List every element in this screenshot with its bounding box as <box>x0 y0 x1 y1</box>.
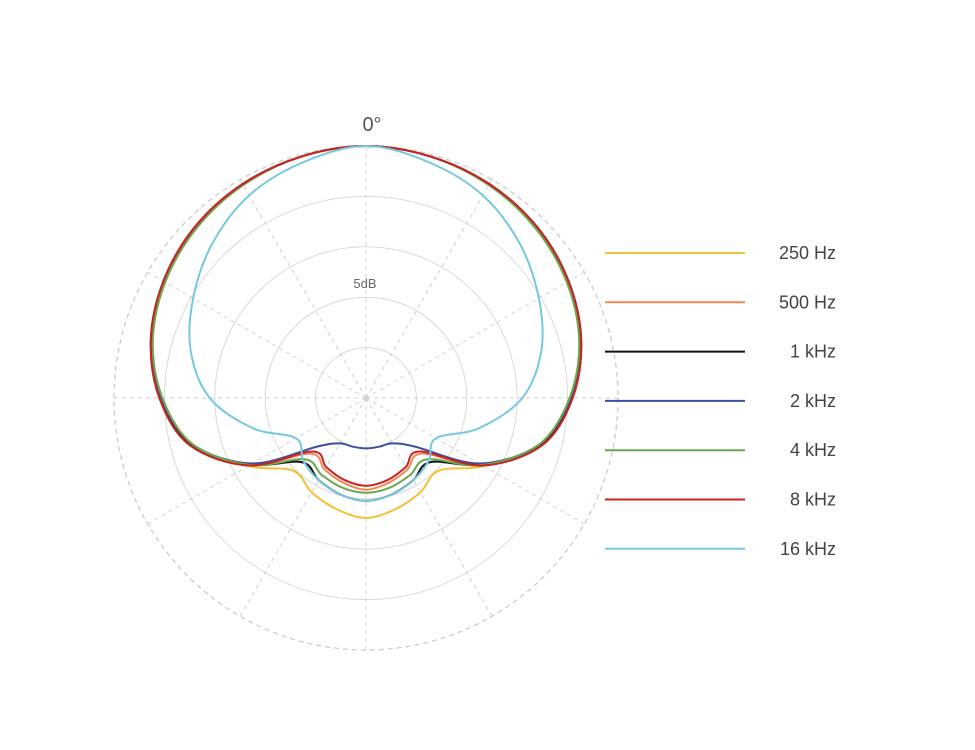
angle-label-0-deg: 0° <box>362 114 381 136</box>
radial-spoke <box>365 397 493 617</box>
radial-spoke <box>365 397 585 525</box>
legend: 250 Hz 500 Hz 1 kHz 2 kHz 4 kHz 8 kHz 16 kHz <box>605 243 836 559</box>
legend-label: 4 kHz <box>790 440 836 460</box>
radial-spoke <box>147 397 367 525</box>
radial-spoke <box>239 179 367 399</box>
legend-item: 2 kHz <box>605 391 836 411</box>
legend-item: 8 kHz <box>605 490 836 510</box>
legend-label: 2 kHz <box>790 391 836 411</box>
radial-spoke <box>147 271 367 399</box>
polar-series <box>149 145 583 519</box>
legend-item: 4 kHz <box>605 440 836 460</box>
grid-ring <box>214 246 518 550</box>
series-line <box>151 145 581 494</box>
series-line <box>149 145 583 487</box>
radial-spoke <box>239 397 367 617</box>
series-line <box>188 145 544 502</box>
scale-label-5db: 5dB <box>353 276 376 291</box>
legend-item: 500 Hz <box>605 292 836 312</box>
radial-spoke <box>365 271 585 399</box>
legend-item: 16 kHz <box>605 539 836 559</box>
radial-spoke <box>365 179 493 399</box>
legend-item: 1 kHz <box>605 342 836 362</box>
polar-spokes <box>114 146 618 650</box>
legend-label: 1 kHz <box>790 342 836 362</box>
legend-label: 250 Hz <box>779 243 836 263</box>
legend-label: 500 Hz <box>779 292 836 312</box>
legend-label: 16 kHz <box>780 539 836 559</box>
grid-ring <box>264 296 468 500</box>
legend-item: 250 Hz <box>605 243 836 263</box>
legend-label: 8 kHz <box>790 490 836 510</box>
